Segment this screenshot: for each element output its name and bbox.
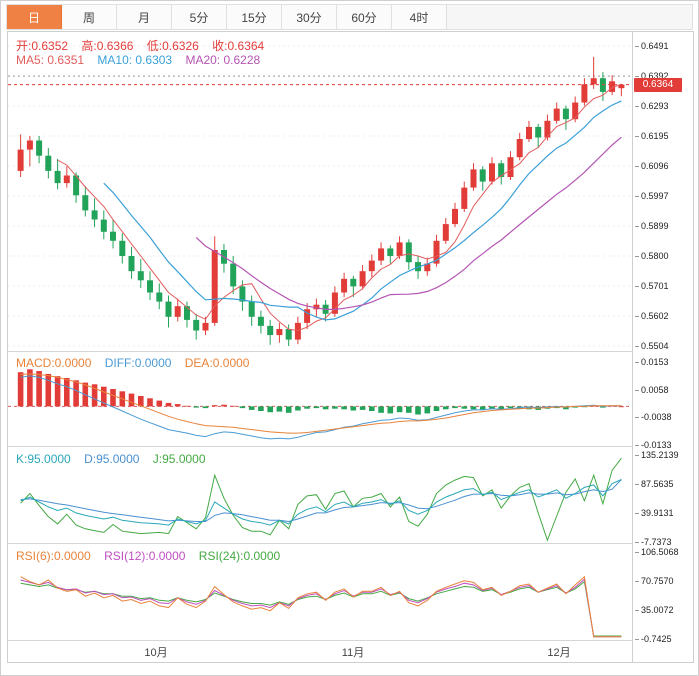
kdj-chart[interactable] xyxy=(8,447,632,543)
ma20-readout: MA20: 0.6228 xyxy=(185,53,261,67)
rsi-chart[interactable] xyxy=(8,544,632,640)
y-axis-label: 0.5504 xyxy=(635,341,669,351)
y-axis-label: 0.0058 xyxy=(635,385,669,395)
x-axis-label: 12月 xyxy=(547,647,571,659)
chart-area: 开:0.6352 高:0.6366 低:0.6326 收:0.6364 MA5:… xyxy=(7,31,694,663)
y-axis-label: 0.6096 xyxy=(635,161,669,171)
dea-value: DEA:0.0000 xyxy=(184,356,250,370)
ma10-readout: MA10: 0.6303 xyxy=(97,53,173,67)
j-value: J:95.0000 xyxy=(152,452,206,466)
high-readout: 高:0.6366 xyxy=(81,39,134,53)
kdj-readout: K:95.0000 D:95.0000 J:95.0000 xyxy=(16,452,216,466)
candlestick-panel[interactable] xyxy=(8,32,632,352)
x-axis: 10月 11月 12月 xyxy=(8,641,632,662)
y-axis-label: 0.6195 xyxy=(635,131,669,141)
y-axis-label: -0.0133 xyxy=(635,440,672,450)
y-axis-label: 0.5997 xyxy=(635,191,669,201)
open-readout: 开:0.6352 xyxy=(16,39,69,53)
macd-panel[interactable] xyxy=(8,352,632,447)
close-readout: 收:0.6364 xyxy=(212,39,265,53)
y-axis-label: 35.0072 xyxy=(635,605,674,615)
last-price-badge: 0.6364 xyxy=(634,78,682,92)
tab-30min[interactable]: 30分 xyxy=(282,5,337,29)
tab-weekly[interactable]: 周 xyxy=(62,5,117,29)
k-value: K:95.0000 xyxy=(16,452,71,466)
candlestick-chart[interactable] xyxy=(8,32,632,351)
y-axis-label: 135.2139 xyxy=(635,450,679,460)
y-axis-label: 0.5800 xyxy=(635,251,669,261)
rsi24-value: RSI(24):0.0000 xyxy=(198,549,281,563)
ma5-readout: MA5: 0.6351 xyxy=(16,53,85,67)
diff-value: DIFF:0.0000 xyxy=(104,356,172,370)
x-axis-label: 11月 xyxy=(341,647,365,659)
y-axis-label: 0.6392 xyxy=(635,71,669,81)
y-axis-label: 106.5068 xyxy=(635,547,679,557)
y-axis: 0.6364 0.6491 0.6392 0.6293 0.6195 0.6096 0.5… xyxy=(632,32,693,662)
y-axis-label: -0.7425 xyxy=(635,634,672,644)
macd-readout: MACD:0.0000 DIFF:0.0000 DEA:0.0000 xyxy=(16,356,259,370)
tab-15min[interactable]: 15分 xyxy=(227,5,282,29)
kdj-panel[interactable] xyxy=(8,447,632,544)
y-axis-label: 0.6491 xyxy=(635,41,669,51)
tab-daily[interactable]: 日 xyxy=(7,5,62,29)
macd-chart[interactable] xyxy=(8,352,632,446)
rsi-panel[interactable] xyxy=(8,544,632,641)
y-axis-label: 0.0153 xyxy=(635,357,669,367)
tab-4hour[interactable]: 4时 xyxy=(392,5,447,29)
y-axis-label: 0.5899 xyxy=(635,221,669,231)
x-axis-label: 10月 xyxy=(144,647,168,659)
y-axis-label: 0.5602 xyxy=(635,311,669,321)
tab-monthly[interactable]: 月 xyxy=(117,5,172,29)
y-axis-label: -0.0038 xyxy=(635,412,672,422)
y-axis-label: 70.7570 xyxy=(635,576,674,586)
rsi-readout: RSI(6):0.0000 RSI(12):0.0000 RSI(24):0.0… xyxy=(16,549,290,563)
y-axis-label: 87.5635 xyxy=(635,479,674,489)
y-axis-label: -7.7373 xyxy=(635,537,672,547)
y-axis-label: 0.6293 xyxy=(635,101,669,111)
macd-value: MACD:0.0000 xyxy=(16,356,92,370)
d-value: D:95.0000 xyxy=(84,452,140,466)
ohlc-readout: 开:0.6352 高:0.6366 低:0.6326 收:0.6364 xyxy=(16,37,274,54)
tab-60min[interactable]: 60分 xyxy=(337,5,392,29)
ma-readout: MA5: 0.6351 MA10: 0.6303 MA20: 0.6228 xyxy=(16,53,270,67)
timeframe-tabbar: 日 周 月 5分 15分 30分 60分 4时 xyxy=(6,4,693,30)
tab-5min[interactable]: 5分 xyxy=(172,5,227,29)
rsi6-value: RSI(6):0.0000 xyxy=(16,549,91,563)
y-axis-label: 39.9131 xyxy=(635,508,674,518)
low-readout: 低:0.6326 xyxy=(146,39,199,53)
y-axis-label: 0.5701 xyxy=(635,281,669,291)
rsi12-value: RSI(12):0.0000 xyxy=(104,549,186,563)
